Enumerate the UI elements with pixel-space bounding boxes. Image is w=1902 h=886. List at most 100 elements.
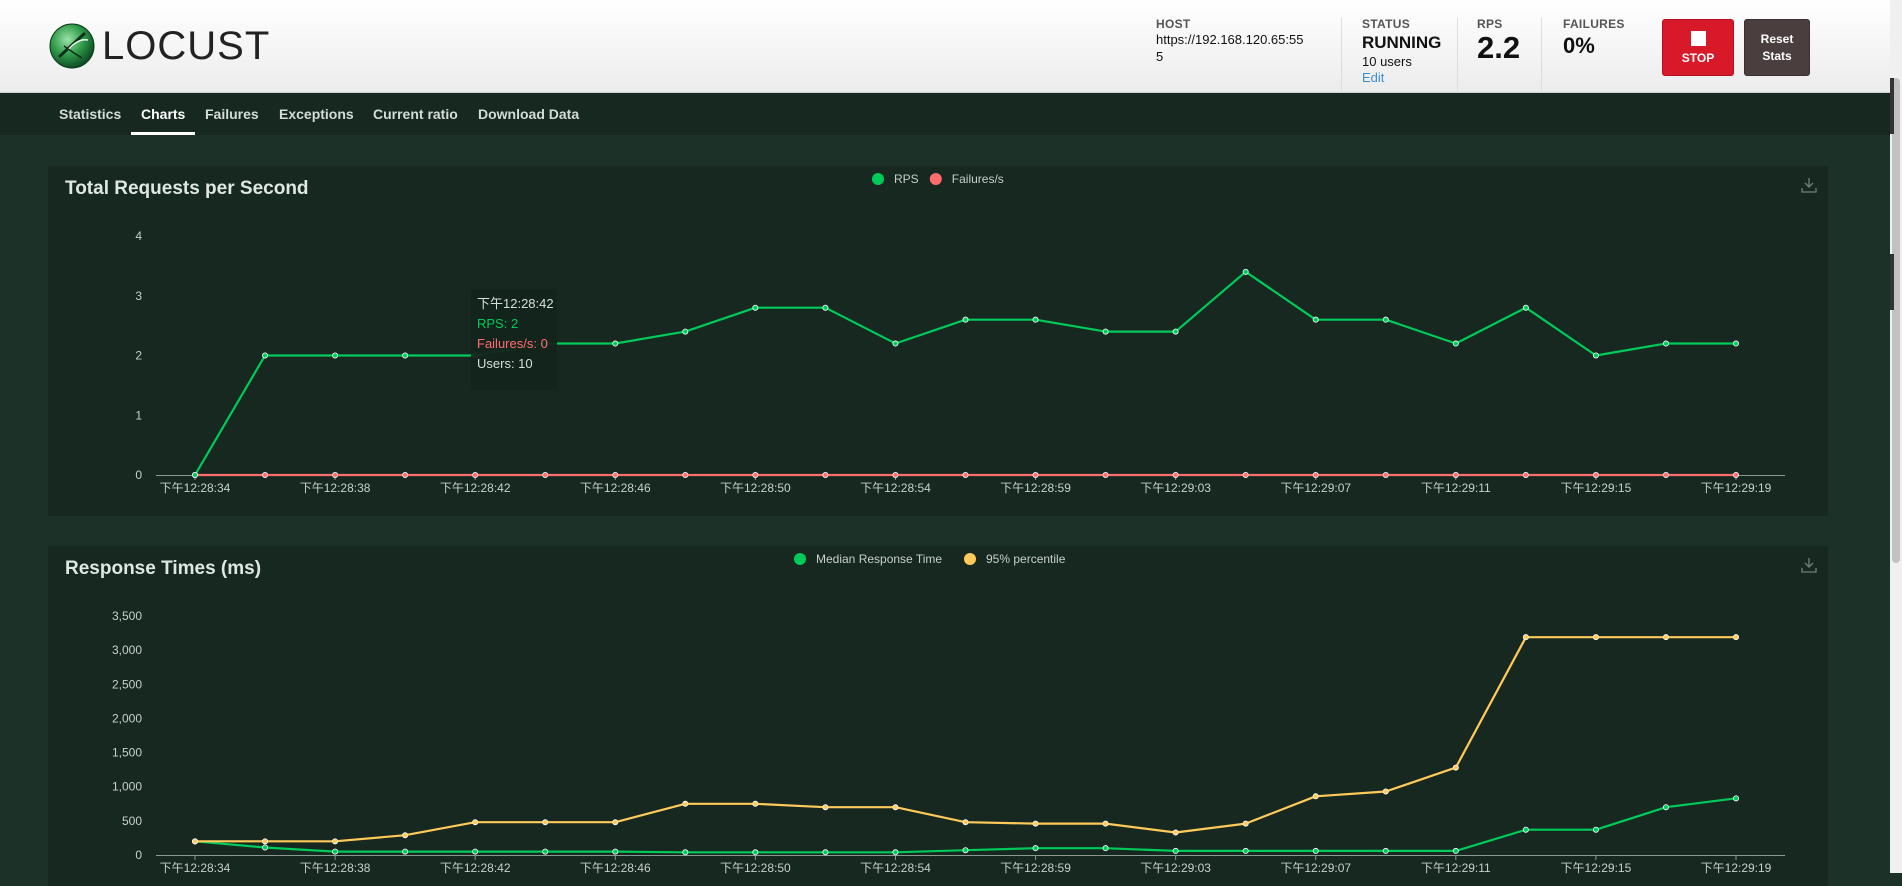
data-point[interactable]	[892, 340, 899, 347]
data-point[interactable]	[822, 849, 829, 856]
data-point[interactable]	[612, 471, 619, 478]
data-point[interactable]	[1522, 634, 1529, 641]
data-point[interactable]	[1102, 820, 1109, 827]
data-point[interactable]	[1522, 304, 1529, 311]
data-point[interactable]	[1102, 471, 1109, 478]
data-point[interactable]	[402, 848, 409, 855]
legend-item[interactable]: RPS	[872, 172, 919, 186]
tab-current-ratio[interactable]: Current ratio	[373, 106, 458, 122]
data-point[interactable]	[1312, 847, 1319, 854]
tab-statistics[interactable]: Statistics	[59, 106, 122, 122]
data-point[interactable]	[1592, 826, 1599, 833]
data-point[interactable]	[1522, 826, 1529, 833]
data-point[interactable]	[262, 352, 269, 359]
data-point[interactable]	[682, 800, 689, 807]
data-point[interactable]	[1452, 764, 1459, 771]
stop-button[interactable]: STOP	[1662, 19, 1734, 76]
tab-download-data[interactable]: Download Data	[478, 106, 580, 122]
data-point[interactable]	[612, 819, 619, 826]
data-point[interactable]	[1242, 820, 1249, 827]
data-point[interactable]	[962, 316, 969, 323]
data-point[interactable]	[402, 832, 409, 839]
data-point[interactable]	[1662, 340, 1669, 347]
data-point[interactable]	[1522, 471, 1529, 478]
legend-item[interactable]: Failures/s	[929, 172, 1004, 186]
data-point[interactable]	[612, 340, 619, 347]
data-point[interactable]	[542, 848, 549, 855]
data-point[interactable]	[1032, 820, 1039, 827]
data-point[interactable]	[1172, 471, 1179, 478]
data-point[interactable]	[472, 471, 479, 478]
data-point[interactable]	[1032, 316, 1039, 323]
reset-stats-button[interactable]: Reset Stats	[1744, 19, 1810, 76]
data-point[interactable]	[822, 304, 829, 311]
legend-item[interactable]: Median Response Time	[794, 552, 942, 566]
data-point[interactable]	[1452, 471, 1459, 478]
page-scrollbar[interactable]	[1890, 0, 1902, 873]
data-point[interactable]	[682, 471, 689, 478]
data-point[interactable]	[962, 819, 969, 826]
download-icon[interactable]	[1800, 176, 1818, 194]
data-point[interactable]	[402, 471, 409, 478]
data-point[interactable]	[1733, 795, 1740, 802]
data-point[interactable]	[402, 352, 409, 359]
data-point[interactable]	[472, 848, 479, 855]
data-point[interactable]	[682, 328, 689, 335]
edit-link[interactable]: Edit	[1362, 70, 1385, 85]
data-point[interactable]	[1312, 793, 1319, 800]
data-point[interactable]	[542, 471, 549, 478]
data-point[interactable]	[1733, 634, 1740, 641]
data-point[interactable]	[1312, 316, 1319, 323]
download-icon[interactable]	[1800, 556, 1818, 574]
data-point[interactable]	[1733, 340, 1740, 347]
data-point[interactable]	[262, 471, 269, 478]
data-point[interactable]	[1172, 847, 1179, 854]
data-point[interactable]	[1382, 471, 1389, 478]
data-point[interactable]	[332, 471, 339, 478]
data-point[interactable]	[332, 838, 339, 845]
locust-logo[interactable]: LOCUST	[48, 20, 270, 72]
data-point[interactable]	[1452, 847, 1459, 854]
data-point[interactable]	[752, 471, 759, 478]
data-point[interactable]	[752, 849, 759, 856]
data-point[interactable]	[892, 471, 899, 478]
data-point[interactable]	[962, 471, 969, 478]
data-point[interactable]	[1172, 829, 1179, 836]
data-point[interactable]	[1592, 634, 1599, 641]
data-point[interactable]	[682, 849, 689, 856]
data-point[interactable]	[1382, 847, 1389, 854]
data-point[interactable]	[1032, 845, 1039, 852]
data-point[interactable]	[1662, 471, 1669, 478]
data-point[interactable]	[1662, 634, 1669, 641]
data-point[interactable]	[1102, 845, 1109, 852]
data-point[interactable]	[822, 804, 829, 811]
data-point[interactable]	[752, 800, 759, 807]
data-point[interactable]	[262, 844, 269, 851]
data-point[interactable]	[542, 819, 549, 826]
data-point[interactable]	[191, 838, 198, 845]
data-point[interactable]	[822, 471, 829, 478]
data-point[interactable]	[1172, 328, 1179, 335]
tab-charts[interactable]: Charts	[131, 93, 196, 135]
tab-failures[interactable]: Failures	[205, 106, 259, 122]
data-point[interactable]	[191, 471, 198, 478]
data-point[interactable]	[612, 848, 619, 855]
data-point[interactable]	[472, 819, 479, 826]
data-point[interactable]	[332, 848, 339, 855]
data-point[interactable]	[1312, 471, 1319, 478]
data-point[interactable]	[1662, 804, 1669, 811]
data-point[interactable]	[332, 352, 339, 359]
data-point[interactable]	[1242, 847, 1249, 854]
data-point[interactable]	[1592, 471, 1599, 478]
data-point[interactable]	[1102, 328, 1109, 335]
scrollbar-thumb[interactable]	[1892, 78, 1900, 563]
legend-item[interactable]: 95% percentile	[964, 552, 1066, 566]
data-point[interactable]	[1452, 340, 1459, 347]
data-point[interactable]	[1592, 352, 1599, 359]
data-point[interactable]	[892, 804, 899, 811]
data-point[interactable]	[1382, 316, 1389, 323]
data-point[interactable]	[262, 838, 269, 845]
data-point[interactable]	[1382, 788, 1389, 795]
data-point[interactable]	[1733, 471, 1740, 478]
data-point[interactable]	[752, 304, 759, 311]
